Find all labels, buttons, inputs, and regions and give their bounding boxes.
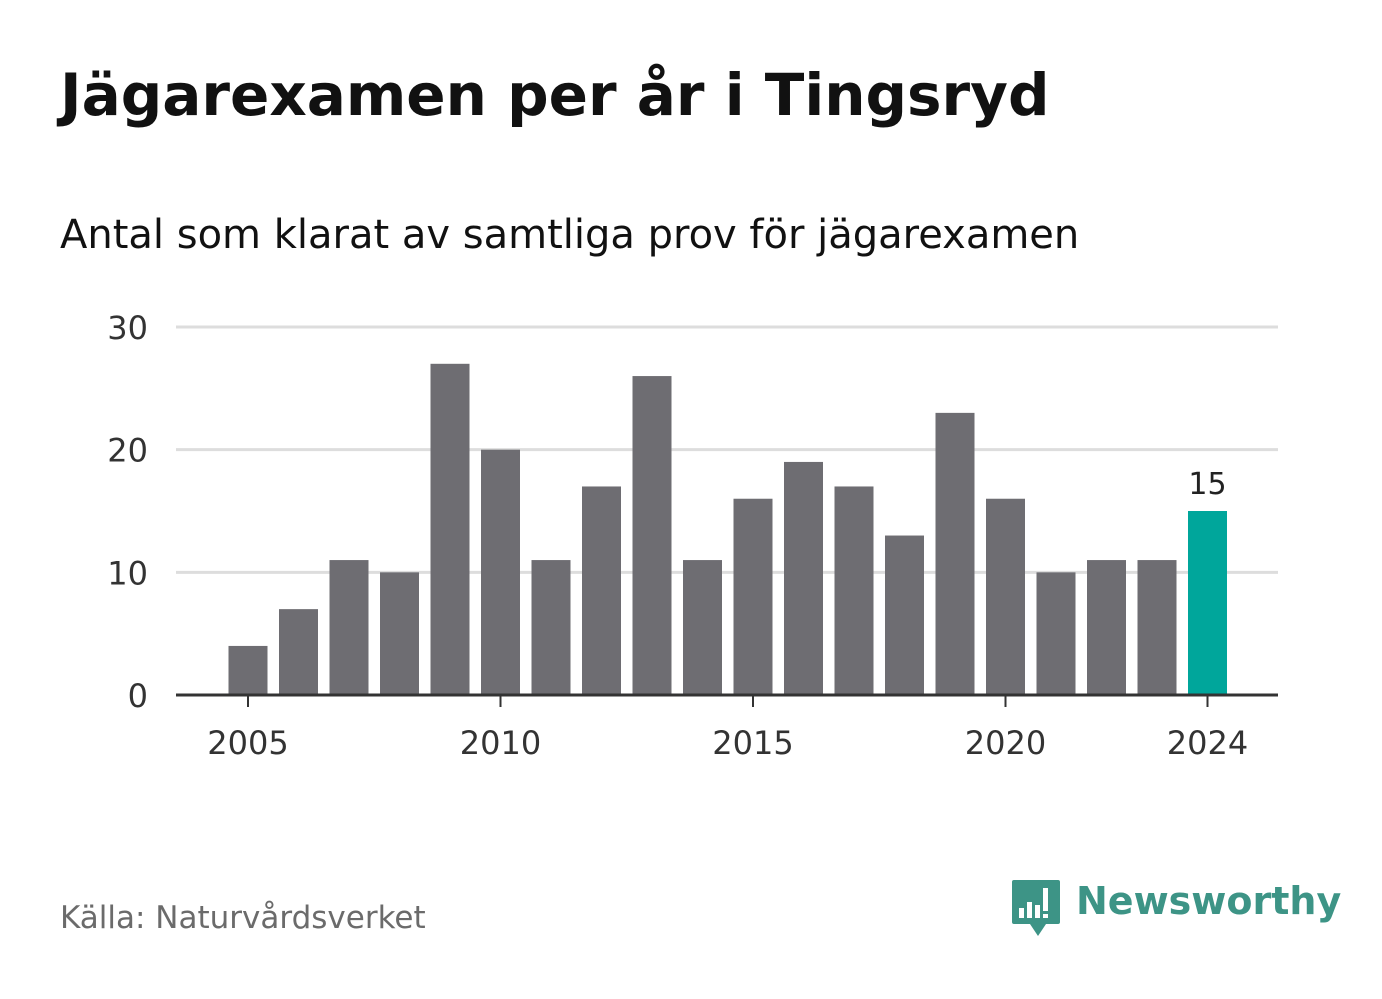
data-labels: 15 bbox=[1188, 467, 1226, 502]
bar-2005 bbox=[228, 645, 268, 695]
y-axis-labels: 0 10 20 30 bbox=[107, 309, 148, 715]
bar-2008 bbox=[380, 572, 419, 695]
bar-2012 bbox=[582, 486, 621, 695]
chart-subtitle: Antal som klarat av samtliga prov för jä… bbox=[60, 212, 1080, 258]
x-tick-label: 2024 bbox=[1167, 724, 1248, 762]
bar-2006 bbox=[279, 609, 318, 695]
bar-2018 bbox=[885, 535, 924, 695]
bar-2022 bbox=[1087, 560, 1126, 695]
bar-2017 bbox=[834, 486, 874, 695]
bar-2014 bbox=[683, 560, 722, 695]
brand-logo[interactable]: Newsworthy bbox=[1010, 878, 1341, 940]
bars bbox=[228, 363, 1227, 695]
bar-2020 bbox=[986, 498, 1025, 695]
bar-2013 bbox=[632, 376, 672, 695]
x-axis bbox=[176, 693, 1278, 707]
bar-2009 bbox=[430, 363, 470, 695]
source-note: Källa: Naturvårdsverket bbox=[60, 900, 426, 936]
gridlines bbox=[176, 325, 1278, 574]
newsworthy-logo-icon bbox=[1012, 880, 1060, 936]
bar-2007 bbox=[329, 560, 369, 695]
y-tick-label: 0 bbox=[128, 677, 148, 715]
bar-2021 bbox=[1036, 572, 1076, 695]
bar-2019 bbox=[935, 412, 975, 695]
bar-2023 bbox=[1137, 560, 1177, 695]
x-tick-label: 2005 bbox=[207, 724, 288, 762]
bar-chart: 0 10 20 30 2005 2010 2015 2020 2024 15 bbox=[107, 309, 1278, 762]
bar-2011 bbox=[531, 560, 571, 695]
bar-2016 bbox=[784, 461, 823, 695]
bar-2010 bbox=[481, 449, 520, 695]
brand-name: Newsworthy bbox=[1076, 879, 1342, 923]
x-axis-labels: 2005 2010 2015 2020 2024 bbox=[207, 724, 1248, 762]
bar-2024 bbox=[1188, 511, 1227, 695]
x-tick-label: 2015 bbox=[712, 724, 793, 762]
y-tick-label: 20 bbox=[107, 432, 148, 470]
y-tick-label: 10 bbox=[107, 554, 148, 592]
x-tick-label: 2020 bbox=[965, 724, 1046, 762]
x-tick-label: 2010 bbox=[460, 724, 541, 762]
chart-title: Jägarexamen per år i Tingsryd bbox=[60, 61, 1050, 129]
bar-2015 bbox=[733, 498, 773, 695]
data-label-2024: 15 bbox=[1188, 467, 1226, 502]
y-tick-label: 30 bbox=[107, 309, 148, 347]
